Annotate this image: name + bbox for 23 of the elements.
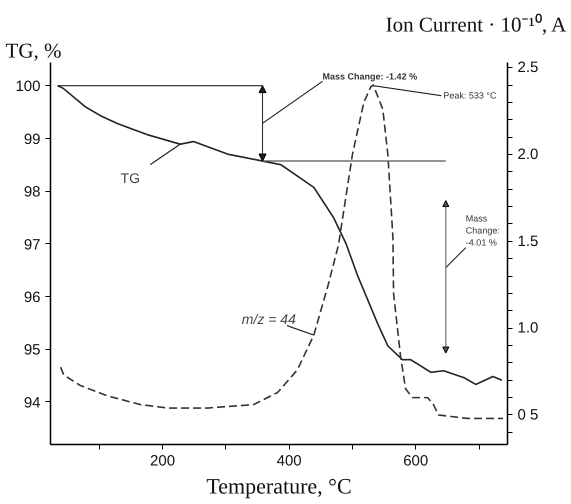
x-axis-title: Temperature, °C: [206, 474, 352, 498]
x-tick-label: 200: [150, 452, 176, 470]
y2-tick-label: 1.5: [518, 232, 538, 250]
y2-tick-label: 2.5: [518, 59, 538, 76]
y2-tick-label: 1.0: [518, 320, 538, 337]
y-tick-label: 98: [24, 184, 41, 201]
annotation: Mass Change: -1.42 %: [322, 71, 418, 82]
annotation: Peak: 533 °C: [443, 90, 497, 101]
text: TG: [120, 170, 140, 186]
y-tick-label: 95: [24, 342, 41, 359]
x-tick-label: 600: [403, 452, 428, 470]
y-tick-label: 94: [24, 394, 41, 412]
y-axis-title: TG, %: [6, 38, 62, 62]
x-tick-label: 400: [276, 452, 302, 470]
series-label: m/z = 44: [242, 311, 296, 328]
y-tick-label: 100: [15, 78, 41, 96]
annotation: Mass Change: -4.01 %: [466, 214, 500, 248]
y-tick-label: 97: [24, 236, 41, 254]
y2-axis-title: Ion Current · 10⁻¹⁰, A: [386, 12, 568, 36]
y2-tick-label: 2.0: [518, 146, 538, 164]
y-tick-label: 96: [24, 288, 41, 306]
y-tick-label: 99: [24, 130, 41, 148]
y2-tick-label: 0 5: [518, 406, 538, 424]
